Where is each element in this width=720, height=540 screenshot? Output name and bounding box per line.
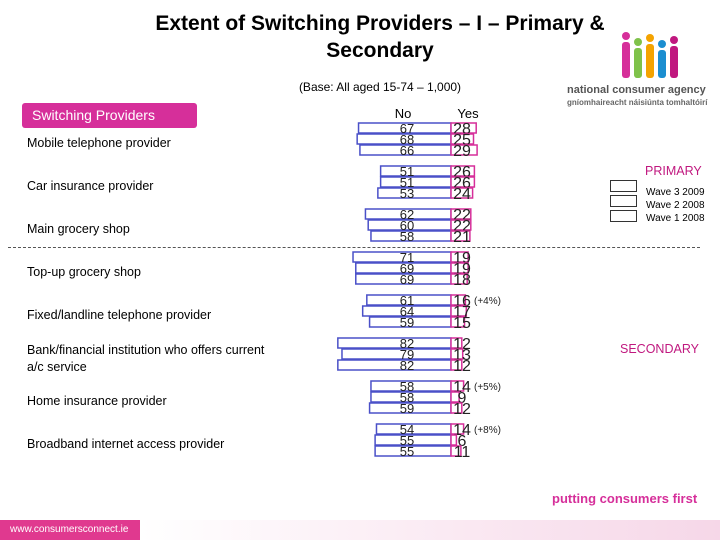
bar-yes xyxy=(450,219,472,231)
section-label: Switching Providers xyxy=(22,103,197,128)
data-label-yes: 24 xyxy=(453,186,471,203)
bar-no xyxy=(341,348,452,360)
bar-yes xyxy=(450,391,460,403)
data-label-no: 60 xyxy=(400,218,414,233)
data-label-yes: 18 xyxy=(453,272,471,289)
data-label-no: 61 xyxy=(400,293,414,308)
bar-yes xyxy=(450,251,469,263)
bar-yes xyxy=(450,273,468,285)
data-label-yes: 11 xyxy=(454,444,471,461)
slide-title: Extent of Switching Providers – I – Prim… xyxy=(155,12,605,62)
footer-website-text: www.consumersconnect.ie xyxy=(10,524,129,535)
nca-logo: national consumer agency gníomhaireacht … xyxy=(540,28,720,108)
data-label-yes: 21 xyxy=(453,229,471,246)
bar-yes xyxy=(450,445,462,457)
footer-website[interactable]: www.consumersconnect.ie xyxy=(0,520,140,540)
data-label-yes: 15 xyxy=(453,315,471,332)
data-label-yes: 6 xyxy=(458,433,467,450)
bar-yes xyxy=(450,423,465,435)
data-label-yes: 29 xyxy=(453,143,471,160)
data-label-no: 59 xyxy=(400,315,414,330)
column-header-no: No xyxy=(395,106,412,121)
footer-tagline: putting consumers first xyxy=(552,491,698,506)
bar-yes xyxy=(450,187,474,199)
column-header-yes: Yes xyxy=(457,106,479,121)
category-label: Bank/financial institution who offers cu… xyxy=(27,343,265,374)
bar-yes xyxy=(450,294,467,306)
data-label-no: 62 xyxy=(400,207,414,222)
change-annotation: (+5%) xyxy=(474,382,501,393)
bar-yes xyxy=(450,122,477,134)
data-label-no: 58 xyxy=(400,379,414,394)
data-label-no: 59 xyxy=(400,401,414,416)
bar-yes xyxy=(450,144,478,156)
bar-yes xyxy=(450,230,471,242)
category-label: Home insurance provider xyxy=(27,394,167,408)
data-label-no: 58 xyxy=(400,390,414,405)
primary-label: PRIMARY xyxy=(645,164,702,178)
data-label-no: 79 xyxy=(400,347,414,362)
data-label-no: 51 xyxy=(400,175,414,190)
data-label-no: 55 xyxy=(400,433,414,448)
change-annotation: (+8%) xyxy=(474,425,501,436)
bar-yes xyxy=(450,165,476,177)
data-label-no: 69 xyxy=(400,272,414,287)
bar-yes xyxy=(450,208,472,220)
base-note: (Base: All aged 15-74 – 1,000) xyxy=(298,80,462,94)
bar-yes xyxy=(450,359,463,371)
data-label-no: 69 xyxy=(400,261,414,276)
legend-item: Wave 2 2008 xyxy=(646,200,705,211)
bar-yes xyxy=(450,402,463,414)
bar-yes xyxy=(450,337,463,349)
legend-swatch xyxy=(610,210,637,222)
data-label-no: 58 xyxy=(400,229,414,244)
bar-yes xyxy=(450,434,458,446)
category-label: Top-up grocery shop xyxy=(27,265,141,279)
bar-no xyxy=(337,359,452,371)
secondary-label: SECONDARY xyxy=(620,342,699,356)
brand-subtitle: gníomhaireacht náisiúnta tomhaltóirí xyxy=(567,98,708,107)
data-label-no: 64 xyxy=(400,304,414,319)
data-label-no: 68 xyxy=(400,132,414,147)
data-label-yes: 9 xyxy=(458,390,467,407)
data-label-no: 51 xyxy=(400,164,414,179)
category-label: Mobile telephone provider xyxy=(27,136,171,150)
category-label: Fixed/landline telephone provider xyxy=(27,308,212,322)
logo-figures-icon xyxy=(622,32,678,78)
bar-no xyxy=(377,187,452,199)
data-label-no: 82 xyxy=(400,336,414,351)
category-label: Broadband internet access provider xyxy=(27,437,225,451)
change-annotation: (+4%) xyxy=(474,296,501,307)
primary-secondary-divider xyxy=(8,247,700,248)
bar-no xyxy=(379,165,452,177)
bar-yes xyxy=(450,305,468,317)
category-label: Car insurance provider xyxy=(27,179,154,193)
data-label-yes: 12 xyxy=(453,401,471,418)
data-label-no: 53 xyxy=(400,186,414,201)
legend-swatch xyxy=(610,195,637,207)
category-label: Main grocery shop xyxy=(27,222,130,236)
data-label-no: 55 xyxy=(400,444,414,459)
data-label-yes: 12 xyxy=(453,358,471,375)
bar-yes xyxy=(450,316,466,328)
data-label-no: 67 xyxy=(400,121,414,136)
bar-no xyxy=(379,176,452,188)
bar-yes xyxy=(450,176,476,188)
bar-yes xyxy=(450,262,469,274)
bar-yes xyxy=(450,133,475,145)
data-label-no: 82 xyxy=(400,358,414,373)
data-label-no: 71 xyxy=(400,250,414,265)
brand-name: national consumer agency xyxy=(567,84,706,96)
footer-band xyxy=(140,520,720,540)
data-label-no: 66 xyxy=(400,143,414,158)
legend-item: Wave 1 2008 xyxy=(646,213,705,224)
bar-no xyxy=(337,337,452,349)
bar-yes xyxy=(450,380,465,392)
bar-yes xyxy=(450,348,464,360)
legend-item: Wave 3 2009 xyxy=(646,187,705,198)
data-label-no: 54 xyxy=(400,422,414,437)
data-label-yes: 14 xyxy=(453,422,471,439)
legend-swatch xyxy=(610,180,637,192)
